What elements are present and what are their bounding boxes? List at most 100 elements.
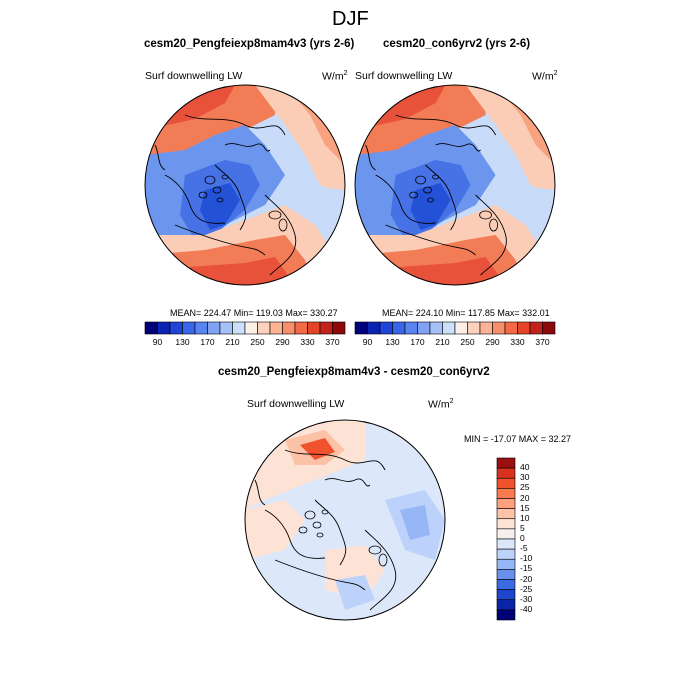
colorbar-tick-label: 250 [250,337,265,347]
diff-colorbar-ticks: 40 30 25 20 15 10 5 0 -5 -10 -15 -20 -25 -30 -40 [520,458,550,620]
colorbar-tick-label: 20 [520,492,530,503]
coastline-segment [395,114,497,136]
panel2-colorbar-ticks: 90 130 170 210 250 290 330 370 [355,337,555,349]
field-hottest-bottom [355,257,506,285]
field-background [355,85,555,285]
diff-warm-top [245,420,365,510]
panel2-units-label: W/m2 [532,70,558,83]
island-outline [368,545,382,555]
colorbar-tick-label: 290 [485,337,500,347]
field-coldest [200,183,240,230]
colorbar-box [496,599,516,611]
colorbar-tick-label: 330 [510,337,525,347]
field-hot-bottom [145,235,315,285]
colorbar-box [504,321,518,335]
island-outline [427,197,435,203]
colorbar-box [332,321,346,335]
colorbar-tick-label: 210 [435,337,450,347]
colorbar-box [182,321,196,335]
panel2-field [355,85,555,285]
field-warm-top-right [465,85,555,195]
coastline-segment [224,143,271,152]
panel2-colorbar [354,321,556,335]
colorbar-tick-label: 25 [520,482,530,493]
field-warm-bottom [145,205,345,285]
coastline-segment [254,479,266,506]
panel3-stats: MIN = -17.07 MAX = 32.27 [464,434,572,444]
colorbar-box [496,488,516,499]
colorbar-box [429,321,443,335]
field-warm-top-left [355,85,486,165]
field-hot-top-left [355,85,446,130]
colorbar-box [496,558,516,570]
colorbar-box [529,321,543,335]
colorbar-box [144,321,158,335]
field-cold-band [355,125,496,245]
colorbar-tick-label: 170 [410,337,425,347]
field-cold-core [390,160,471,240]
diff-cooler-right [400,505,430,540]
colorbar-tick-label: 210 [225,337,240,347]
colorbar-tick-label: 0 [520,533,525,543]
field-warm-top-right [255,85,345,195]
coastline-segment [435,143,481,152]
panel1-field [145,85,345,285]
colorbar-box [496,498,516,509]
panel3-field [245,420,445,620]
colorbar-box [244,321,258,335]
panel1-units-label: W/m2 [322,70,348,83]
field-hot-top-left [145,85,235,130]
coastline-segment [314,499,347,566]
island-outline [415,175,427,185]
coastline-segment [184,114,286,136]
colorbar-box [496,477,516,489]
field-warm-upper-right [495,85,555,165]
field-background [145,85,345,285]
colorbar-tick-label: -25 [520,583,533,594]
coastline-segment [264,194,297,276]
colorbar-box [379,321,393,335]
colorbar-box [496,528,516,540]
field-coldest [410,183,451,230]
colorbar-tick-label: 30 [520,472,530,483]
coastline-segment [164,174,226,224]
panel3-variable-label: Surf downwelling LW [247,398,345,410]
colorbar-tick-label: 370 [325,337,340,347]
field-pale-right [495,185,555,285]
colorbar-tick-label: 330 [300,337,315,347]
colorbar-tick-label: -30 [520,593,533,604]
colorbar-tick-label: 90 [152,337,163,347]
island-outline [212,186,222,194]
colorbar-box [367,321,381,335]
colorbar-box [269,321,283,335]
colorbar-box [479,321,493,335]
colorbar-box [207,321,221,335]
colorbar-box [496,579,516,590]
coastline-segment [324,478,371,487]
colorbar-box [417,321,431,335]
colorbar-box [496,548,516,560]
panel2-stats: MEAN= 224.10 Min= 117.85 Max= 332.01 [382,308,550,318]
colorbar-box [194,321,208,335]
colorbar-box [282,321,296,335]
island-outline [432,174,440,180]
panel2-map-outline [354,84,556,286]
colorbar-box [404,321,418,335]
coastline-segment [365,144,376,171]
coastline-segment [425,164,457,231]
panel1-map-outline [144,84,346,286]
coastline-segment [385,224,476,256]
coastline-segment [475,194,507,276]
field-pale-right [285,185,345,285]
island-outline [316,532,324,538]
colorbar-tick-label: -10 [520,553,533,564]
island-outline [423,186,433,194]
colorbar-tick-label: 5 [520,522,525,533]
colorbar-box [294,321,308,335]
diff-warm-bottom [325,545,385,600]
colorbar-tick-label: 170 [200,337,215,347]
panel1-stats: MEAN= 224.47 Min= 119.03 Max= 330.27 [170,308,338,318]
field-hot-bottom [355,235,526,285]
island-outline [278,218,288,232]
diff-colorbar [496,457,516,621]
